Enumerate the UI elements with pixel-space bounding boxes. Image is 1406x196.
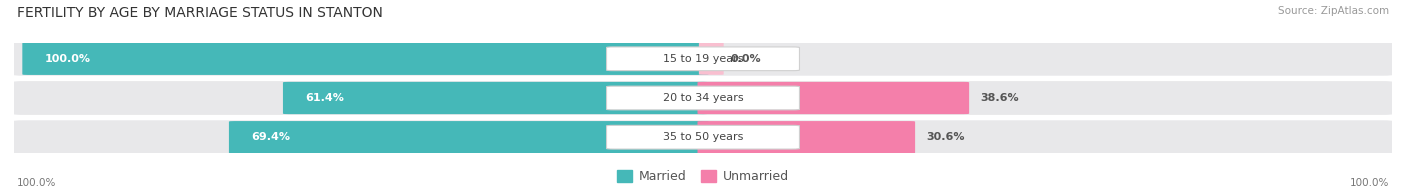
- FancyBboxPatch shape: [13, 42, 1393, 76]
- FancyBboxPatch shape: [606, 125, 800, 149]
- Text: 100.0%: 100.0%: [17, 178, 56, 188]
- Text: 69.4%: 69.4%: [252, 132, 290, 142]
- Text: 30.6%: 30.6%: [927, 132, 965, 142]
- FancyBboxPatch shape: [283, 82, 709, 114]
- FancyBboxPatch shape: [13, 81, 1393, 115]
- Text: 61.4%: 61.4%: [305, 93, 344, 103]
- Text: Source: ZipAtlas.com: Source: ZipAtlas.com: [1278, 6, 1389, 16]
- Text: 0.0%: 0.0%: [731, 54, 761, 64]
- Text: FERTILITY BY AGE BY MARRIAGE STATUS IN STANTON: FERTILITY BY AGE BY MARRIAGE STATUS IN S…: [17, 6, 382, 20]
- Text: 100.0%: 100.0%: [45, 54, 90, 64]
- FancyBboxPatch shape: [229, 121, 709, 153]
- FancyBboxPatch shape: [697, 121, 915, 153]
- FancyBboxPatch shape: [699, 43, 724, 75]
- Text: 20 to 34 years: 20 to 34 years: [662, 93, 744, 103]
- FancyBboxPatch shape: [13, 120, 1393, 154]
- Text: 100.0%: 100.0%: [1350, 178, 1389, 188]
- FancyBboxPatch shape: [606, 86, 800, 110]
- Text: 15 to 19 years: 15 to 19 years: [662, 54, 744, 64]
- FancyBboxPatch shape: [697, 82, 969, 114]
- Legend: Married, Unmarried: Married, Unmarried: [612, 165, 794, 188]
- Text: 38.6%: 38.6%: [980, 93, 1019, 103]
- FancyBboxPatch shape: [22, 43, 709, 75]
- Text: 35 to 50 years: 35 to 50 years: [662, 132, 744, 142]
- FancyBboxPatch shape: [606, 47, 800, 71]
